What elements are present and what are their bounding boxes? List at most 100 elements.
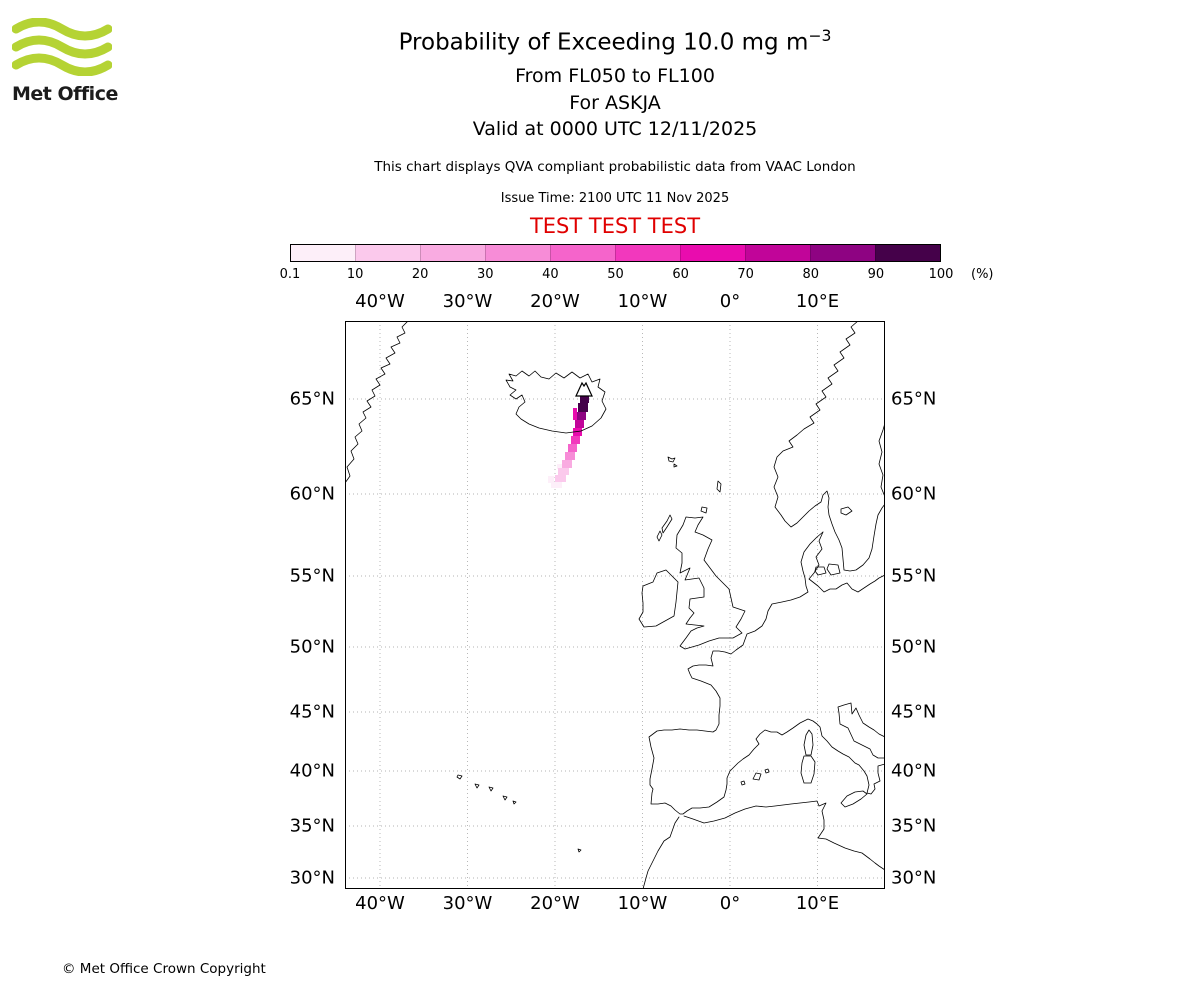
coastline-balearics [740, 768, 770, 786]
legend-tick: 30 [477, 267, 494, 282]
legend-segment-60-70 [680, 245, 745, 261]
lon-labels-top: 40°W 30°W 20°W 10°W 0° 10°E [345, 291, 885, 313]
coastline-ireland [638, 569, 679, 628]
page-title: Probability of Exceeding 10.0 mg m−3 [399, 26, 832, 56]
lat-label: 40°N [891, 760, 937, 782]
map-panel [344, 320, 886, 890]
coastline-madeira [577, 848, 582, 853]
legend-tick-labels: 0.1 10 20 30 40 50 60 70 80 90 100 [280, 267, 954, 283]
ash-plume [548, 394, 589, 488]
legend-unit: (%) [971, 267, 994, 282]
lat-label: 30°N [289, 867, 335, 889]
coastline-funen [814, 566, 827, 576]
coastline-great-britain [675, 516, 746, 650]
legend-segment-0.1-10 [291, 245, 355, 261]
legend-segment-10-20 [355, 245, 420, 261]
lat-labels-left: 65°N 60°N 55°N 50°N 45°N 40°N 35°N 30°N [245, 321, 335, 889]
legend-colorbar [290, 244, 941, 262]
legend-tick: 0.1 [279, 267, 301, 282]
coastline-norway-sweden [773, 320, 886, 572]
coastline-continental-europe [648, 531, 886, 815]
lat-label: 55°N [891, 565, 937, 587]
lon-label: 20°W [530, 291, 580, 312]
title-main: Probability of Exceeding 10.0 mg m [398, 29, 809, 56]
lon-label: 10°E [795, 291, 840, 312]
legend-segment-50-60 [615, 245, 680, 261]
lat-label: 45°N [891, 701, 937, 723]
logo-wordmark: Met Office [12, 83, 118, 105]
title-exponent: −3 [808, 26, 832, 45]
test-banner: TEST TEST TEST [529, 214, 701, 238]
coastline-orkney [700, 506, 708, 514]
subtitle-volcano: For ASKJA [569, 92, 661, 114]
lon-label: 10°E [795, 893, 840, 914]
legend-tick: 100 [928, 267, 954, 282]
copyright: © Met Office Crown Copyright [62, 961, 266, 977]
coastline-faroe-islands [667, 456, 678, 468]
lon-label: 30°W [442, 893, 493, 914]
coastline-denmark-baltic [808, 531, 886, 593]
lat-labels-right: 65°N 60°N 55°N 50°N 45°N 40°N 35°N 30°N [891, 321, 981, 889]
lat-label: 65°N [891, 388, 937, 410]
volcano-marker-icon [575, 381, 593, 397]
legend-tick: 70 [737, 267, 754, 282]
chart-description: This chart displays QVA compliant probab… [374, 159, 856, 175]
coastline-iceland [505, 370, 607, 434]
issue-time: Issue Time: 2100 UTC 11 Nov 2025 [500, 191, 730, 206]
lat-label: 30°N [891, 867, 937, 889]
lat-label: 65°N [289, 388, 335, 410]
coastline-sicily [840, 790, 868, 808]
grid-layer [345, 321, 885, 889]
legend-segment-20-30 [420, 245, 485, 261]
met-office-logo: Met Office [11, 17, 132, 105]
lon-label: 10°W [617, 893, 668, 914]
legend-tick: 10 [346, 267, 364, 282]
lat-label: 45°N [289, 701, 335, 723]
legend-segment-30-40 [485, 245, 550, 261]
lon-labels-bottom: 40°W 30°W 20°W 10°W 0° 10°E [345, 893, 885, 915]
legend-segment-90-100 [875, 245, 940, 261]
legend-tick: 20 [411, 267, 429, 282]
legend-tick: 40 [542, 267, 559, 282]
coastline-azores [456, 774, 517, 805]
subtitle-flight-levels: From FL050 to FL100 [515, 65, 715, 87]
legend-segment-70-80 [745, 245, 810, 261]
coastline-morocco-atlantic [642, 816, 680, 890]
lake-vanern [840, 506, 853, 516]
legend-tick: 80 [802, 267, 820, 282]
lon-label: 40°W [355, 291, 405, 312]
coastlines [344, 320, 886, 890]
lat-label: 60°N [891, 483, 937, 505]
lon-label: 0° [719, 893, 741, 914]
lat-label: 55°N [289, 565, 335, 587]
legend-tick: 90 [867, 267, 885, 282]
map [344, 320, 886, 890]
lat-label: 35°N [891, 815, 937, 837]
legend-segment-40-50 [550, 245, 615, 261]
lon-label: 10°W [617, 291, 668, 312]
coastline-shetland [716, 480, 722, 493]
lat-label: 35°N [289, 815, 335, 837]
coastline-sardinia [800, 755, 816, 784]
coastline-zealand [826, 563, 841, 576]
coastline-hebrides [656, 514, 673, 542]
lon-label: 0° [719, 291, 741, 312]
met-office-waves-icon [11, 17, 113, 77]
lon-label: 40°W [355, 893, 405, 914]
coastline-greenland [344, 320, 409, 484]
lat-label: 40°N [289, 760, 335, 782]
lon-label: 20°W [530, 893, 580, 914]
lat-label: 50°N [891, 636, 937, 658]
map-border [345, 321, 885, 889]
lat-label: 50°N [289, 636, 335, 658]
legend-tick: 60 [672, 267, 689, 282]
coastline-corsica [803, 729, 814, 756]
subtitle-valid-time: Valid at 0000 UTC 12/11/2025 [472, 118, 758, 140]
lon-label: 30°W [442, 291, 493, 312]
coastline-gulf-of-bothnia [878, 422, 886, 498]
lat-label: 60°N [289, 483, 335, 505]
coastline-north-africa [683, 800, 886, 871]
coastline-adriatic [837, 702, 886, 759]
legend-segment-80-90 [810, 245, 875, 261]
